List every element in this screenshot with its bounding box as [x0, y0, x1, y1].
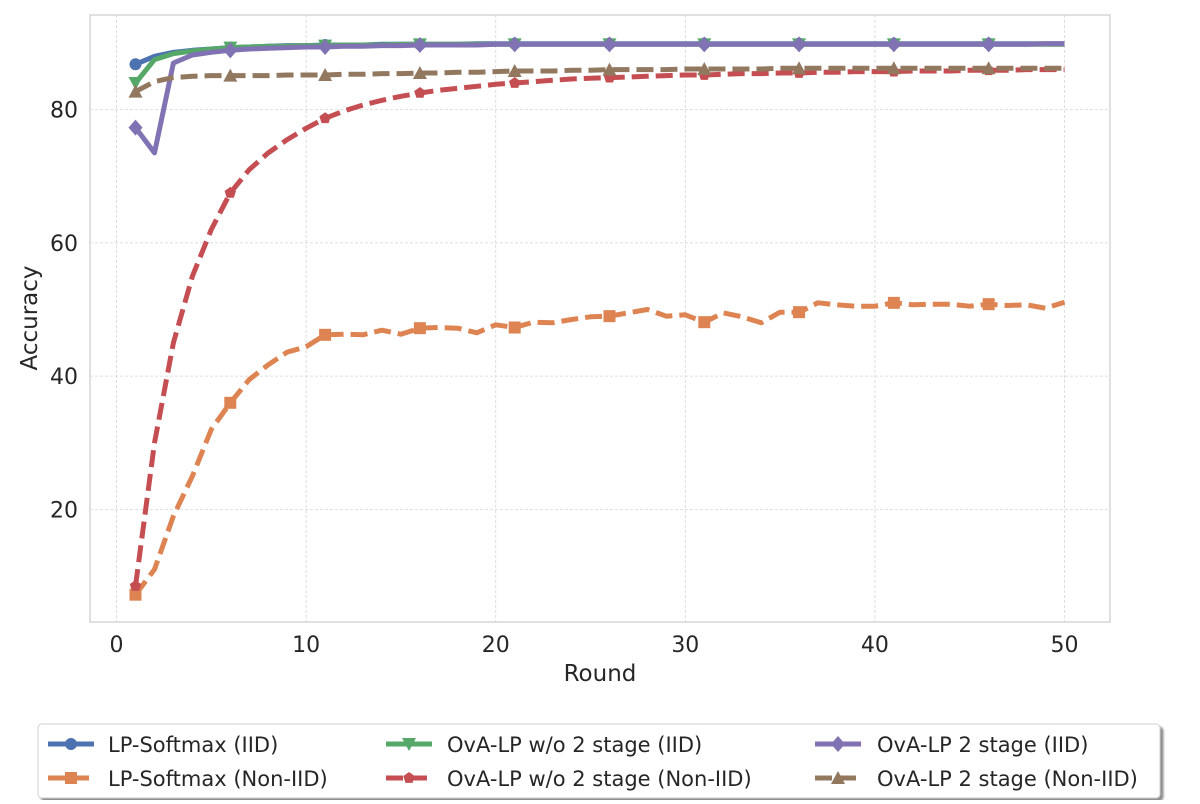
data-point-marker: [413, 322, 426, 335]
data-point-marker: [508, 76, 521, 88]
legend-label: OvA-LP 2 stage (IID): [877, 733, 1088, 757]
data-point-marker: [403, 772, 415, 783]
data-point-marker: [508, 321, 521, 334]
data-point-marker: [602, 36, 617, 53]
data-point-marker: [603, 310, 616, 323]
data-point-marker: [319, 328, 332, 341]
legend-box: [37, 723, 1161, 799]
legend: LP-Softmax (IID) LP-Softmax (Non-IID) OvA-…: [37, 723, 1161, 799]
data-point-marker: [831, 736, 845, 752]
y-axis-label: Accuracy: [17, 265, 43, 370]
data-point-marker: [792, 61, 807, 75]
data-point-marker: [981, 36, 996, 53]
data-point-marker: [223, 42, 238, 59]
data-point-marker: [981, 61, 996, 75]
x-tick-label: 0: [110, 633, 124, 658]
data-point-marker: [65, 772, 77, 784]
data-point-marker: [792, 36, 807, 53]
data-point-marker: [224, 396, 237, 409]
series-line: [133, 41, 1065, 156]
data-point-marker: [128, 76, 143, 90]
x-tick-label: 50: [1050, 633, 1078, 658]
legend-label: OvA-LP w/o 2 stage (IID): [447, 733, 702, 757]
data-point-marker: [982, 298, 995, 311]
series-5: [128, 36, 1065, 156]
data-point-marker: [697, 36, 712, 53]
legend-entry: LP-Softmax (Non-IID): [48, 767, 328, 791]
x-axis-label: Round: [564, 661, 637, 687]
data-point-marker: [318, 38, 333, 55]
legend-label: LP-Softmax (Non-IID): [108, 767, 328, 791]
y-tick-label: 60: [50, 232, 78, 257]
data-point-marker: [412, 65, 427, 79]
y-tick-label: 80: [50, 99, 78, 124]
data-point-marker: [128, 119, 143, 136]
legend-label: OvA-LP 2 stage (Non-IID): [877, 767, 1138, 791]
legend-entry: LP-Softmax (IID): [48, 733, 278, 757]
data-point-marker: [887, 296, 900, 309]
series-line: [134, 65, 1065, 94]
data-point-marker: [129, 588, 142, 601]
data-point-marker: [507, 36, 522, 53]
data-point-marker: [223, 68, 238, 82]
data-point-marker: [886, 61, 901, 75]
legend-entry: OvA-LP w/o 2 stage (Non-IID): [386, 767, 752, 791]
data-point-marker: [318, 67, 333, 81]
data-point-marker: [224, 186, 237, 198]
data-point-marker: [402, 738, 416, 751]
data-point-marker: [507, 63, 522, 77]
legend-entry: OvA-LP 2 stage (Non-IID): [815, 767, 1138, 791]
data-point-marker: [831, 771, 845, 784]
x-tick-label: 10: [292, 633, 320, 658]
data-point-marker: [414, 86, 426, 98]
data-point-marker: [129, 58, 142, 71]
series-2: [129, 296, 1066, 601]
data-point-marker: [793, 306, 806, 319]
legend-label: OvA-LP w/o 2 stage (Non-IID): [447, 767, 752, 791]
x-tick-label: 40: [861, 633, 889, 658]
data-point-marker: [65, 738, 77, 750]
legend-entry: OvA-LP 2 stage (IID): [815, 733, 1088, 757]
data-point-marker: [319, 112, 331, 124]
legend-entry: OvA-LP w/o 2 stage (IID): [386, 733, 702, 757]
data-point-marker: [412, 36, 427, 53]
series-line: [133, 299, 1066, 597]
data-point-marker: [129, 580, 142, 591]
data-point-marker: [698, 316, 711, 329]
y-tick-label: 40: [50, 365, 78, 390]
y-tick-label: 20: [50, 498, 78, 523]
series-line: [133, 67, 1065, 587]
data-point-marker: [697, 61, 712, 75]
data-point-marker: [602, 62, 617, 76]
data-point-marker: [886, 36, 901, 53]
data-point-marker: [128, 84, 143, 98]
legend-label: LP-Softmax (IID): [108, 733, 278, 757]
series-6: [128, 61, 1065, 98]
x-tick-label: 20: [482, 633, 510, 658]
x-tick-label: 30: [671, 633, 699, 658]
